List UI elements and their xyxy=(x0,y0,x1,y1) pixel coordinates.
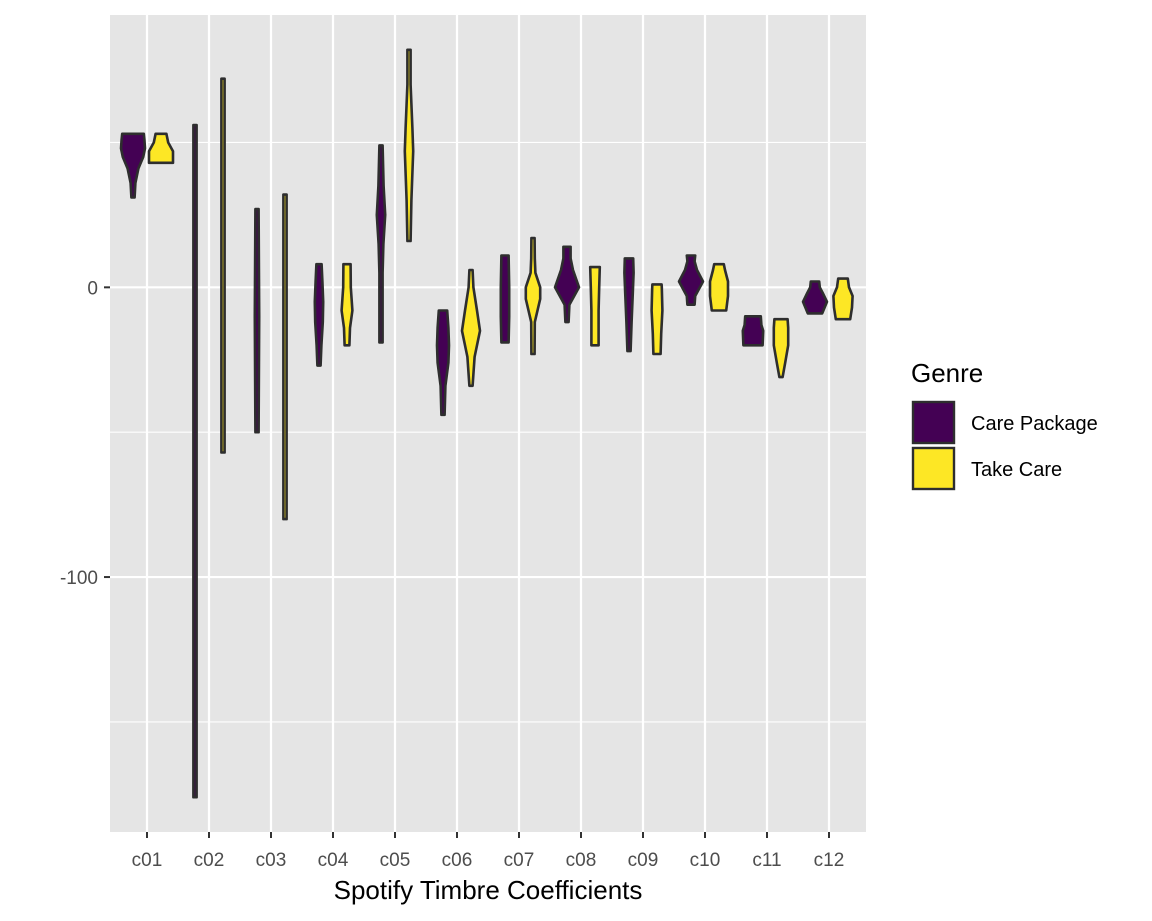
violin-c01-take-care xyxy=(147,132,175,165)
violins xyxy=(119,48,854,799)
violin-c04-take-care xyxy=(340,262,354,347)
violin-c09-care-package xyxy=(623,257,635,353)
x-axis: c01 c02 c03 c04 c05 c06 c07 c08 c09 c10 c11 c12 xyxy=(132,832,845,871)
y-axis: 0 -100 xyxy=(60,278,110,589)
violin-c04-care-package xyxy=(313,262,325,367)
violin-c08-take-care xyxy=(588,265,602,347)
x-tick-label-c11: c11 xyxy=(752,850,781,871)
violin-c06-take-care xyxy=(460,268,482,388)
violin-c02-care-package xyxy=(192,123,198,799)
violin-c09-take-care xyxy=(650,283,664,356)
violin-c03-take-care xyxy=(282,193,288,521)
violin-c05-take-care xyxy=(403,48,415,243)
violin-c07-care-package xyxy=(499,254,511,344)
violin-c12-care-package xyxy=(801,280,829,315)
violin-c12-take-care xyxy=(832,277,854,321)
x-tick-label-c09: c09 xyxy=(628,850,659,871)
x-tick-label-c10: c10 xyxy=(690,850,721,871)
x-tick-label-c06: c06 xyxy=(442,850,473,871)
violin-c05-care-package xyxy=(375,144,387,344)
x-tick-label-c01: c01 xyxy=(132,850,163,871)
x-tick-label-c04: c04 xyxy=(318,850,349,871)
legend-label-care-package: Care Package xyxy=(971,413,1098,435)
y-tick-label: 0 xyxy=(87,278,98,299)
violin-c01-care-package xyxy=(119,132,147,199)
plot-panel xyxy=(110,15,866,832)
violin-c03-care-package xyxy=(253,207,261,434)
legend-label-take-care: Take Care xyxy=(971,459,1062,481)
violin-c11-take-care xyxy=(772,317,790,379)
x-tick-label-c05: c05 xyxy=(380,850,411,871)
x-tick-label-c08: c08 xyxy=(566,850,597,871)
x-axis-title: Spotify Timbre Coefficients xyxy=(334,875,643,905)
y-tick-label: -100 xyxy=(60,568,98,589)
legend-title: Genre xyxy=(911,358,983,388)
violin-c08-care-package xyxy=(553,245,581,324)
x-tick-label-c03: c03 xyxy=(256,850,287,871)
x-tick-label-c07: c07 xyxy=(504,850,535,871)
violin-c10-take-care xyxy=(708,262,730,312)
legend-swatch-take-care xyxy=(911,446,956,491)
violin-c06-care-package xyxy=(435,309,451,417)
x-tick-label-c12: c12 xyxy=(814,850,845,871)
violin-c07-take-care xyxy=(524,236,542,356)
legend: Genre Care Package Take Care xyxy=(911,358,1098,491)
x-tick-label-c02: c02 xyxy=(194,850,225,871)
violin-c10-care-package xyxy=(677,254,705,306)
grid-lines xyxy=(110,15,866,832)
legend-swatch-care-package xyxy=(911,400,956,445)
violin-c11-care-package xyxy=(741,315,765,347)
violin-c02-take-care xyxy=(220,77,226,454)
